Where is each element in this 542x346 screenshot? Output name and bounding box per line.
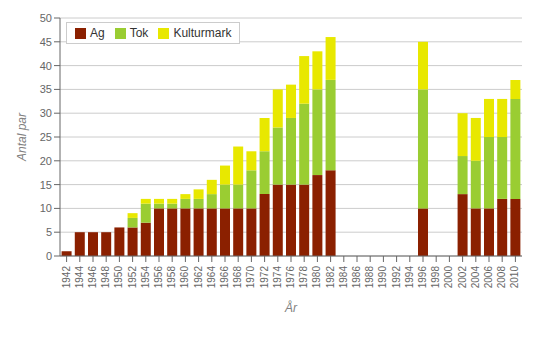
svg-text:1970: 1970 (246, 266, 257, 289)
svg-text:1992: 1992 (391, 266, 402, 289)
svg-text:1942: 1942 (61, 266, 72, 289)
svg-text:1962: 1962 (193, 266, 204, 289)
svg-text:2004: 2004 (470, 266, 481, 289)
svg-text:1974: 1974 (272, 266, 283, 289)
svg-text:2000: 2000 (444, 266, 455, 289)
svg-text:5: 5 (46, 226, 52, 238)
svg-text:1954: 1954 (140, 266, 151, 289)
svg-text:1946: 1946 (87, 266, 98, 289)
html-text:Ag: Ag (90, 26, 105, 40)
svg-text:1978: 1978 (298, 266, 309, 289)
svg-text:25: 25 (40, 131, 52, 143)
svg-text:0: 0 (46, 250, 52, 262)
svg-text:50: 50 (40, 12, 52, 24)
svg-text:2010: 2010 (510, 266, 521, 289)
svg-text:1988: 1988 (364, 266, 375, 289)
svg-text:2006: 2006 (483, 266, 494, 289)
svg-text:1952: 1952 (127, 266, 138, 289)
svg-text:1950: 1950 (114, 266, 125, 289)
svg-text:1956: 1956 (153, 266, 164, 289)
svg-text:1968: 1968 (232, 266, 243, 289)
svg-text:1960: 1960 (180, 266, 191, 289)
svg-text:45: 45 (40, 36, 52, 48)
svg-text:2002: 2002 (457, 266, 468, 289)
svg-text:1986: 1986 (351, 266, 362, 289)
html-text:Kulturmark: Kulturmark (173, 26, 232, 40)
svg-text:1948: 1948 (100, 266, 111, 289)
svg-text:År: År (284, 300, 298, 315)
svg-text:Antal par: Antal par (15, 112, 29, 162)
svg-text:1958: 1958 (166, 266, 177, 289)
svg-text:15: 15 (40, 179, 52, 191)
svg-text:20: 20 (40, 155, 52, 167)
svg-text:1994: 1994 (404, 266, 415, 289)
svg-text:1980: 1980 (312, 266, 323, 289)
svg-text:1966: 1966 (219, 266, 230, 289)
svg-text:1976: 1976 (285, 266, 296, 289)
svg-text:1972: 1972 (259, 266, 270, 289)
svg-text:1944: 1944 (74, 266, 85, 289)
svg-text:2008: 2008 (496, 266, 507, 289)
svg-text:1998: 1998 (430, 266, 441, 289)
svg-text:30: 30 (40, 107, 52, 119)
svg-text:40: 40 (40, 60, 52, 72)
svg-text:1990: 1990 (378, 266, 389, 289)
svg-text:1982: 1982 (325, 266, 336, 289)
svg-text:35: 35 (40, 83, 52, 95)
svg-text:1984: 1984 (338, 266, 349, 289)
svg-text:1996: 1996 (417, 266, 428, 289)
html-text:Tok: Tok (129, 26, 149, 40)
svg-text:10: 10 (40, 202, 52, 214)
svg-text:1964: 1964 (206, 266, 217, 289)
